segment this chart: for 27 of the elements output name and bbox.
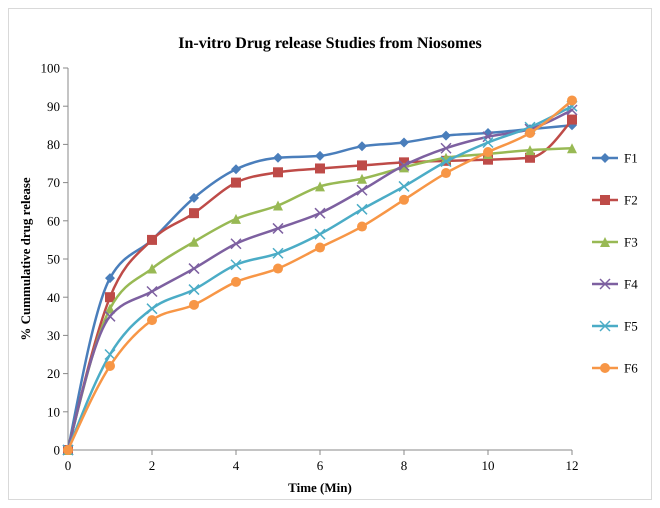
y-tick-label: 80 (47, 136, 60, 152)
legend-label: F3 (624, 234, 638, 250)
y-tick-label: 70 (47, 175, 60, 190)
legend-label: F1 (624, 150, 638, 166)
y-tick-label: 30 (47, 328, 60, 343)
y-tick-label: 40 (47, 290, 60, 305)
x-tick-label: 8 (400, 458, 408, 473)
legend-label: F4 (624, 276, 638, 292)
y-tick-label: 0 (54, 442, 60, 458)
chart-title: In-vitro Drug release Studies from Niosomes (178, 35, 482, 52)
y-tick-label: 100 (40, 60, 60, 76)
y-tick-label: 10 (47, 404, 60, 420)
x-tick-label: 2 (148, 458, 156, 473)
x-tick-label: 10 (482, 458, 494, 473)
y-axis-title: % Cummulative drug release (18, 177, 33, 341)
x-tick-label: 6 (316, 458, 324, 473)
x-tick-label: 12 (566, 458, 578, 473)
y-tick-label: 50 (47, 252, 60, 267)
legend-label: F5 (624, 318, 638, 334)
y-tick-label: 90 (47, 98, 60, 114)
y-tick-label: 60 (47, 213, 60, 228)
y-tick-label: 20 (47, 366, 60, 382)
x-tick-label: 4 (232, 458, 240, 473)
x-axis-title: Time (Min) (288, 480, 352, 495)
legend-label: F2 (624, 192, 638, 208)
legend-label: F6 (624, 360, 638, 376)
x-tick-label: 0 (64, 458, 72, 473)
